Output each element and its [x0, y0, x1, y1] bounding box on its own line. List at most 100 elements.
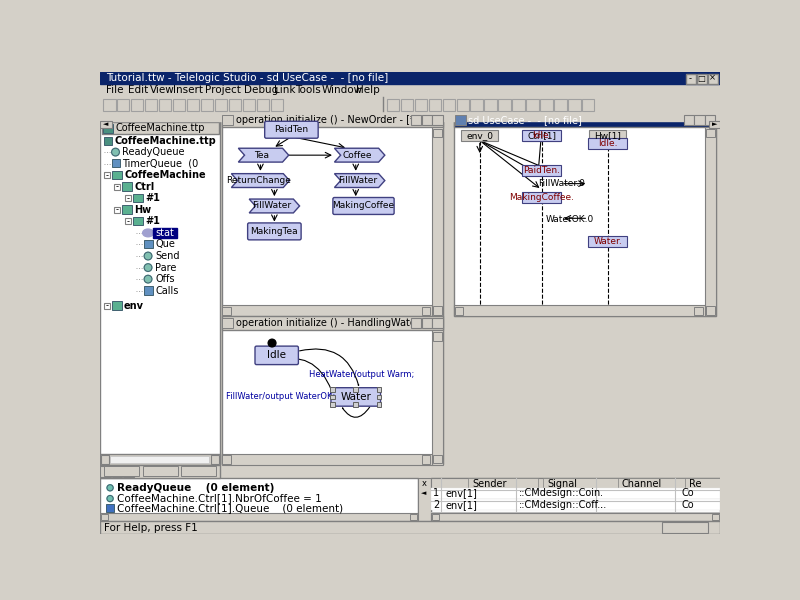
Bar: [104, 303, 110, 309]
Bar: [434, 129, 442, 137]
Bar: [154, 229, 177, 238]
Bar: [431, 478, 720, 490]
Text: operation initialize () - HandlingWate...: operation initialize () - HandlingWate..…: [236, 318, 425, 328]
Bar: [401, 99, 413, 110]
Text: MakingTea: MakingTea: [250, 227, 298, 236]
Bar: [431, 488, 720, 499]
Bar: [410, 319, 421, 328]
FancyArrowPatch shape: [273, 358, 331, 391]
Text: Que: Que: [155, 239, 175, 250]
Bar: [122, 205, 132, 214]
Text: For Help, press F1: For Help, press F1: [104, 523, 198, 533]
Bar: [434, 306, 442, 314]
Bar: [432, 514, 438, 520]
Bar: [434, 332, 442, 341]
Bar: [114, 207, 120, 213]
Bar: [112, 159, 120, 167]
Text: -: -: [126, 217, 130, 226]
Text: sd UseCase -  - [no file]: sd UseCase - - [no file]: [468, 115, 582, 125]
Circle shape: [144, 275, 152, 283]
FancyBboxPatch shape: [255, 346, 298, 365]
FancyBboxPatch shape: [331, 388, 381, 406]
Text: Debug: Debug: [244, 85, 278, 95]
Text: MakingCoffee.: MakingCoffee.: [510, 193, 574, 202]
Text: Ctrl[1]: Ctrl[1]: [527, 131, 556, 140]
Bar: [222, 115, 234, 125]
Bar: [222, 316, 443, 464]
Bar: [526, 99, 538, 110]
Text: MakingCoffee: MakingCoffee: [333, 202, 394, 211]
Bar: [211, 455, 219, 464]
Circle shape: [144, 252, 152, 260]
Bar: [125, 195, 131, 202]
FancyBboxPatch shape: [265, 121, 318, 138]
Text: ReadyQueue    (0 element): ReadyQueue (0 element): [117, 483, 274, 493]
Text: PaidTen.: PaidTen.: [523, 166, 560, 175]
Bar: [100, 513, 418, 521]
Bar: [222, 113, 443, 127]
Bar: [442, 99, 455, 110]
Bar: [712, 514, 719, 520]
Text: Signal: Signal: [547, 479, 577, 489]
Bar: [173, 99, 186, 110]
Text: Project: Project: [206, 85, 242, 95]
Bar: [123, 466, 134, 477]
Bar: [429, 99, 441, 110]
Polygon shape: [334, 173, 385, 187]
Bar: [104, 137, 112, 145]
Text: Offs: Offs: [155, 274, 174, 284]
Text: CoffeeMachine.ttp: CoffeeMachine.ttp: [114, 136, 217, 146]
Text: Link: Link: [274, 85, 295, 95]
Polygon shape: [238, 148, 289, 162]
Text: env[1]: env[1]: [446, 500, 478, 510]
Bar: [683, 115, 694, 125]
Circle shape: [107, 485, 113, 491]
Text: operation initialize () - NewOrder - [*...: operation initialize () - NewOrder - [*.…: [236, 115, 423, 125]
Text: env: env: [124, 301, 144, 311]
Text: Idle.: Idle.: [598, 139, 618, 148]
Bar: [454, 305, 706, 316]
Bar: [457, 99, 469, 110]
Bar: [431, 478, 720, 521]
Bar: [133, 194, 142, 202]
Text: env[1]: env[1]: [446, 488, 478, 498]
Bar: [103, 99, 115, 110]
Bar: [222, 305, 433, 316]
Bar: [522, 130, 561, 140]
Text: PaidTen: PaidTen: [274, 125, 309, 134]
Bar: [102, 122, 218, 134]
Text: -: -: [106, 302, 109, 311]
Text: Edit: Edit: [128, 85, 148, 95]
Text: -: -: [126, 194, 130, 203]
Bar: [100, 85, 720, 97]
Bar: [422, 307, 430, 316]
Text: env_0: env_0: [466, 131, 494, 140]
Text: HeatWater/output Warm;: HeatWater/output Warm;: [310, 370, 414, 379]
Text: View: View: [150, 85, 174, 95]
Bar: [706, 127, 716, 316]
Text: Ctrl: Ctrl: [134, 182, 154, 192]
Bar: [222, 316, 443, 330]
Bar: [142, 466, 178, 476]
Bar: [468, 478, 538, 490]
Bar: [540, 99, 553, 110]
Text: □: □: [698, 74, 706, 83]
Text: Sender: Sender: [472, 479, 506, 489]
Bar: [697, 74, 707, 83]
Bar: [454, 113, 716, 127]
Bar: [100, 121, 220, 464]
Text: Insert: Insert: [173, 85, 203, 95]
Bar: [512, 99, 525, 110]
Text: Channel: Channel: [622, 479, 662, 489]
Text: Hw[1]: Hw[1]: [594, 131, 621, 140]
Bar: [543, 478, 621, 490]
Bar: [104, 466, 138, 476]
Text: ReturnChange: ReturnChange: [226, 176, 290, 185]
Bar: [422, 319, 432, 328]
Bar: [101, 455, 110, 464]
Bar: [112, 466, 122, 477]
Bar: [434, 455, 442, 463]
Bar: [706, 306, 714, 314]
Text: -: -: [115, 205, 118, 214]
Text: 1: 1: [434, 488, 439, 498]
